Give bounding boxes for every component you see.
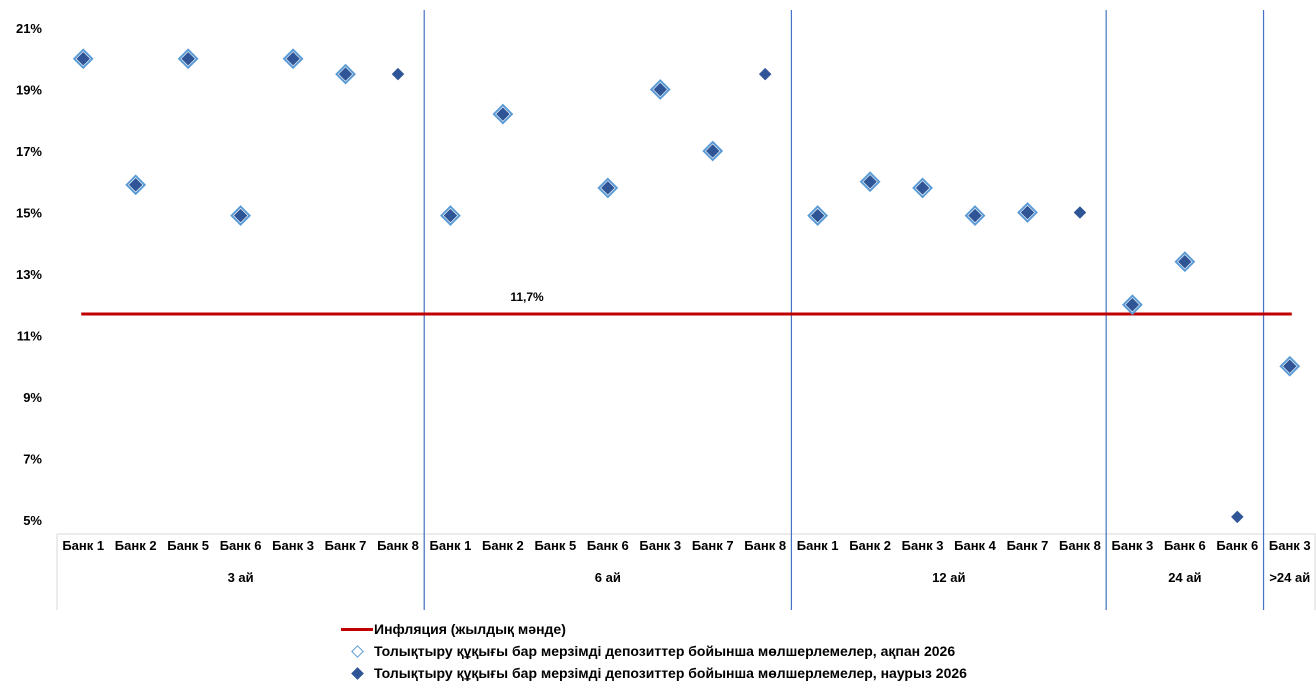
x-category-label: Банк 3 — [1112, 538, 1154, 553]
x-category-label: Банк 8 — [744, 538, 786, 553]
march-rate-point — [653, 82, 668, 97]
x-category-label: Банк 3 — [902, 538, 944, 553]
march-rate-point — [1230, 510, 1244, 524]
y-tick-label: 13% — [16, 267, 42, 282]
march-rate-point — [1282, 359, 1297, 374]
march-rate-point — [391, 67, 405, 81]
x-category-label: Банк 6 — [1164, 538, 1206, 553]
x-category-label: Банк 6 — [1216, 538, 1258, 553]
march-rate-point — [286, 51, 300, 66]
inflation-data-label: 11,7% — [510, 290, 544, 304]
x-category-label: Банк 8 — [377, 538, 419, 553]
x-category-label: Банк 1 — [797, 538, 839, 553]
march-rate-point — [600, 181, 615, 195]
march-rate-point — [1073, 206, 1087, 219]
x-category-label: Банк 7 — [692, 538, 734, 553]
x-group-label: 24 ай — [1168, 570, 1201, 585]
x-category-label: Банк 1 — [430, 538, 472, 553]
x-category-label: Банк 3 — [639, 538, 681, 553]
march-rate-point — [76, 51, 91, 66]
x-category-label: Банк 3 — [272, 538, 314, 553]
march-rate-point — [181, 51, 195, 66]
x-category-label: Банк 7 — [325, 538, 367, 553]
filled-diamond-icon — [350, 666, 364, 680]
y-tick-label: 15% — [16, 206, 42, 221]
deposit-rate-markers — [72, 48, 1301, 524]
march-rate-point — [233, 208, 248, 223]
y-tick-label: 11% — [17, 329, 43, 344]
march-rate-point — [705, 144, 720, 158]
march-rate-point — [1020, 205, 1035, 220]
legend-line-swatch — [341, 627, 373, 631]
y-tick-label: 9% — [23, 390, 42, 405]
march-rate-point — [443, 208, 458, 223]
x-category-label: Банк 2 — [482, 538, 524, 553]
march-rate-point — [128, 177, 143, 192]
legend-label-inflation: Инфляция (жылдық мәнде) — [374, 621, 566, 637]
x-group-label: 3 ай — [228, 570, 254, 585]
march-rate-point — [496, 107, 510, 121]
legend-item-march: Толықтыру құқығы бар мерзімді депозиттер… — [340, 662, 967, 684]
march-rate-point — [863, 174, 877, 189]
deposit-rates-chart: 5% 7% 9% 11% 13% 15% 17% 19% 21% Банк 1 Банк 2 Банк… — [16, 10, 1316, 610]
chart-axes: 5% 7% 9% 11% 13% 15% 17% 19% 21% Банк 1 Банк 2 Банк… — [16, 10, 1316, 610]
x-category-label: Банк 6 — [587, 538, 629, 553]
x-category-label: Банк 4 — [954, 538, 997, 553]
legend: Инфляция (жылдық мәнде) Толықтыру құқығы… — [340, 618, 967, 684]
x-category-label: Банк 3 — [1269, 538, 1311, 553]
y-tick-label: 5% — [23, 513, 42, 528]
legend-item-february: Толықтыру құқығы бар мерзімді депозиттер… — [340, 640, 967, 662]
legend-item-inflation: Инфляция (жылдық мәнде) — [340, 618, 967, 640]
x-category-label: Банк 1 — [62, 538, 104, 553]
y-tick-label: 19% — [16, 83, 42, 98]
march-rate-point — [338, 67, 353, 81]
x-category-label: Банк 8 — [1059, 538, 1101, 553]
legend-label-march: Толықтыру құқығы бар мерзімді депозиттер… — [374, 665, 967, 681]
x-category-label: Банк 2 — [115, 538, 157, 553]
hollow-diamond-icon — [350, 644, 364, 658]
x-group-label: 12 ай — [932, 570, 965, 585]
x-category-label: Банк 5 — [167, 538, 209, 553]
x-category-label: Банк 7 — [1007, 538, 1049, 553]
legend-label-february: Толықтыру құқығы бар мерзімді депозиттер… — [374, 643, 956, 659]
x-group-label: >24 ай — [1269, 570, 1310, 585]
march-rate-point — [1178, 254, 1192, 269]
y-tick-label: 21% — [16, 21, 42, 36]
y-tick-label: 17% — [16, 144, 42, 159]
x-category-label: Банк 5 — [534, 538, 576, 553]
x-category-label: Банк 2 — [849, 538, 891, 553]
inflation-series: 11,7% — [81, 290, 1292, 316]
x-group-label: 6 ай — [595, 570, 621, 585]
march-rate-point — [810, 208, 825, 223]
y-tick-label: 7% — [23, 452, 42, 467]
x-category-label: Банк 6 — [220, 538, 262, 553]
march-rate-point — [915, 181, 930, 195]
march-rate-point — [758, 67, 772, 81]
march-rate-point — [968, 208, 982, 223]
march-rate-point — [1125, 297, 1140, 312]
